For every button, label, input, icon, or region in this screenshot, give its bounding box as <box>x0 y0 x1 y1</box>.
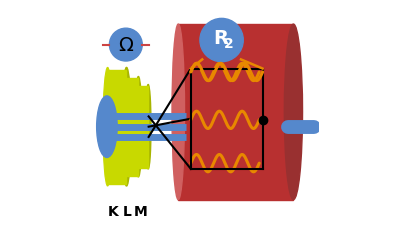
Text: R: R <box>213 29 228 48</box>
Ellipse shape <box>97 96 117 158</box>
Bar <box>136 86 148 168</box>
Ellipse shape <box>103 68 112 186</box>
Bar <box>123 78 138 176</box>
Text: M: M <box>134 204 148 218</box>
Ellipse shape <box>284 25 303 200</box>
Text: K: K <box>108 204 118 218</box>
Ellipse shape <box>133 85 139 169</box>
Ellipse shape <box>119 77 127 177</box>
Text: Ω: Ω <box>118 36 133 55</box>
Ellipse shape <box>122 68 131 186</box>
Ellipse shape <box>135 77 142 177</box>
Circle shape <box>110 29 142 62</box>
Ellipse shape <box>172 25 184 200</box>
Bar <box>178 25 293 200</box>
Bar <box>108 70 126 184</box>
Circle shape <box>200 19 243 62</box>
Text: 2: 2 <box>224 37 233 51</box>
Text: L: L <box>123 204 132 218</box>
Ellipse shape <box>145 85 151 169</box>
